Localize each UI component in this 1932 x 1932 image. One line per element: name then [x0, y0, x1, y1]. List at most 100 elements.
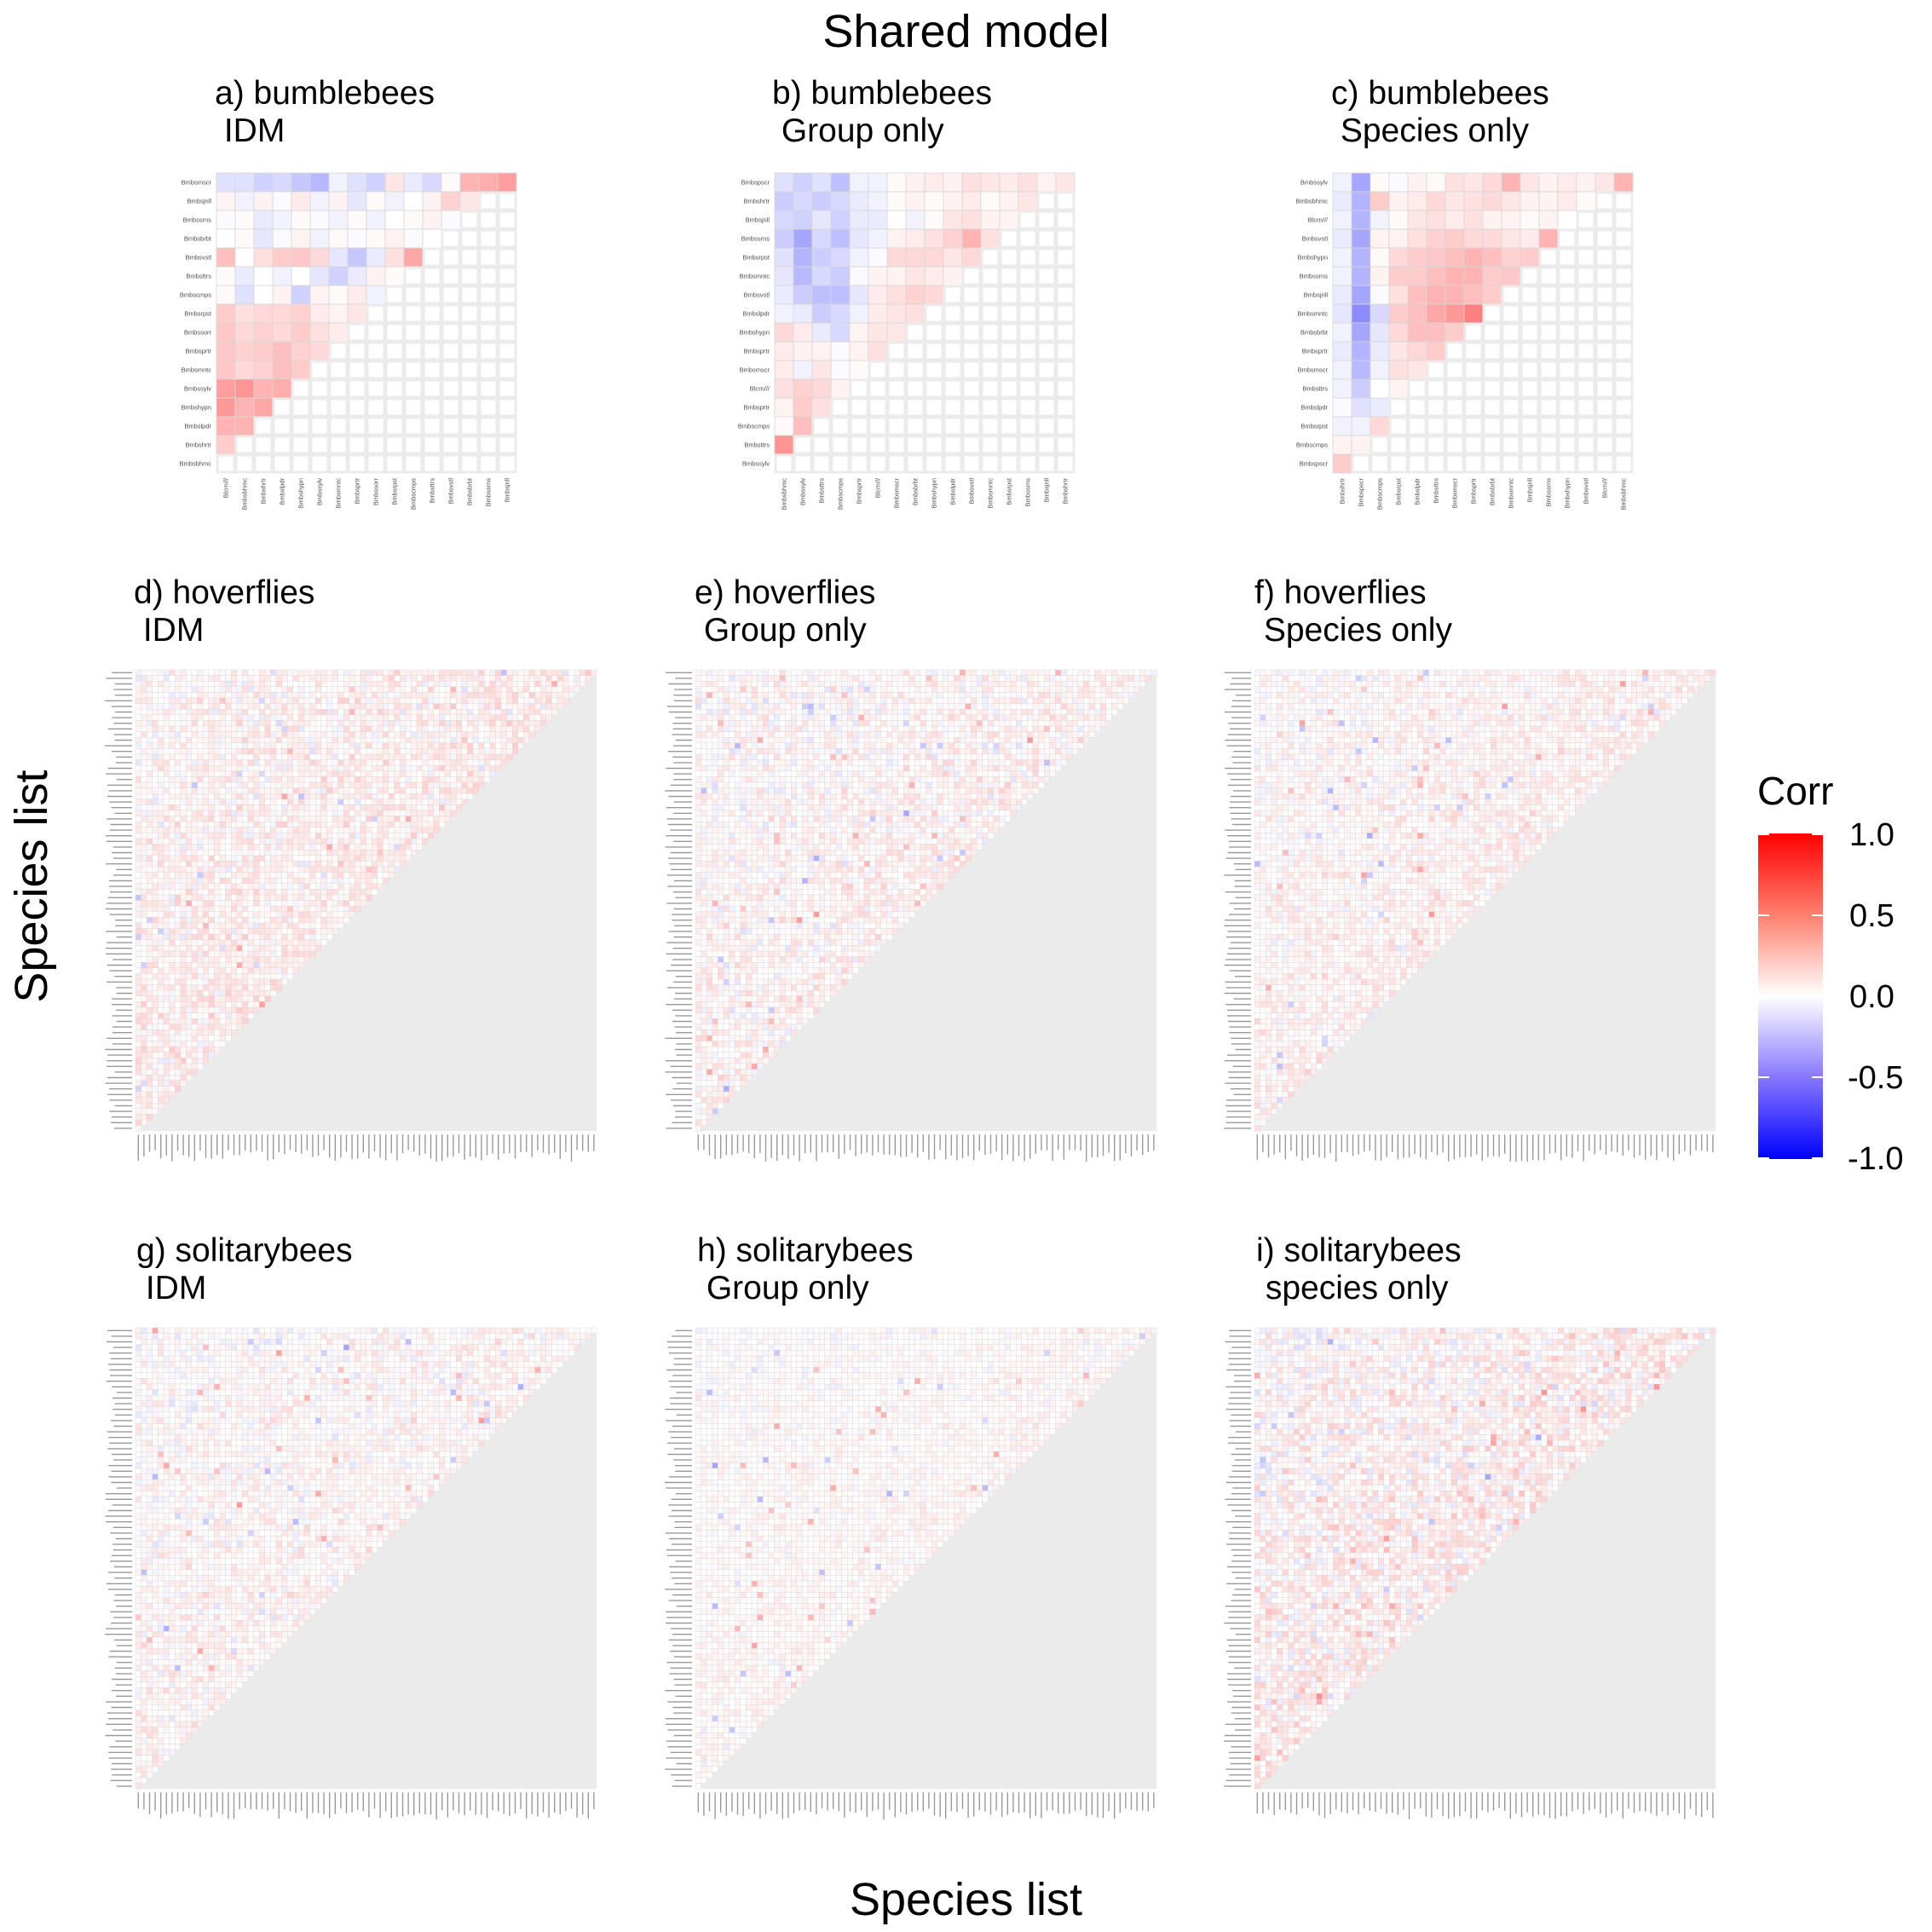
heatmap-cell	[551, 692, 558, 699]
heatmap-cell	[298, 816, 305, 822]
heatmap-cell	[225, 776, 232, 783]
heatmap-cell	[214, 731, 221, 738]
heatmap-cell	[281, 787, 288, 794]
heatmap-cell	[135, 822, 141, 828]
heatmap-cell	[326, 776, 333, 783]
heatmap-cell	[180, 1006, 187, 1013]
heatmap-cell	[175, 805, 181, 811]
heatmap-cell	[905, 210, 926, 230]
heatmap-cell	[180, 748, 187, 755]
heatmap-cell	[757, 692, 764, 699]
heatmap-cell	[152, 978, 159, 985]
heatmap-cell	[259, 816, 265, 822]
heatmap-cell	[540, 703, 546, 710]
heatmap-cell	[208, 714, 215, 721]
na-cell	[441, 397, 461, 418]
heatmap-cell	[197, 861, 204, 868]
heatmap-cell	[264, 833, 271, 839]
heatmap-cell	[208, 911, 215, 918]
heatmap-cell	[1004, 681, 1011, 687]
heatmap-cell	[175, 697, 181, 704]
heatmap-cell	[400, 697, 406, 704]
heatmap-cell	[186, 1029, 193, 1036]
heatmap-cell	[416, 822, 423, 828]
heatmap-cell	[180, 731, 187, 738]
na-cell	[980, 341, 1001, 361]
heatmap-cell	[247, 900, 254, 907]
heatmap-cell	[372, 805, 378, 811]
heatmap-cell	[197, 850, 204, 856]
heatmap-cell	[203, 827, 209, 833]
heatmap-cell	[931, 675, 937, 682]
heatmap-cell	[976, 675, 983, 682]
heatmap-cell	[819, 697, 825, 704]
heatmap-cell	[292, 810, 299, 816]
heatmap-cell	[411, 810, 418, 816]
heatmap-cell	[141, 748, 147, 755]
heatmap-cell	[208, 776, 215, 783]
heatmap-cell	[259, 753, 265, 760]
heatmap-cell	[169, 1024, 176, 1030]
heatmap-cell	[231, 950, 237, 957]
heatmap-cell	[191, 759, 198, 766]
na-cell	[924, 303, 944, 324]
heatmap-cell	[253, 360, 274, 380]
heatmap-cell	[152, 934, 159, 940]
heatmap-cell	[439, 781, 446, 788]
heatmap-cell	[158, 1075, 164, 1081]
heatmap-cell	[366, 266, 386, 286]
heatmap-cell	[147, 1058, 153, 1064]
heatmap-cell	[394, 776, 401, 783]
heatmap-cell	[259, 692, 265, 699]
heatmap-cell	[813, 703, 820, 710]
heatmap-cell	[534, 720, 541, 727]
heatmap-cell	[264, 889, 271, 896]
na-cell	[1501, 303, 1521, 324]
heatmap-cell	[259, 720, 265, 727]
na-cell	[1018, 435, 1038, 455]
heatmap-cell	[349, 872, 355, 879]
heatmap-cell	[203, 1035, 209, 1041]
heatmap-cell	[292, 720, 299, 727]
heatmap-cell	[275, 697, 282, 704]
heatmap-cell	[287, 742, 293, 749]
heatmap-cell	[320, 855, 327, 862]
heatmap-cell	[847, 669, 853, 676]
heatmap-cell	[411, 686, 418, 693]
na-cell	[309, 453, 330, 474]
heatmap-cell	[225, 844, 232, 851]
heatmap-cell	[400, 703, 406, 710]
heatmap-cell	[253, 805, 260, 811]
heatmap-cell	[163, 709, 170, 715]
heatmap-cell	[292, 967, 299, 974]
heatmap-cell	[332, 822, 338, 828]
heatmap-cell	[197, 787, 204, 794]
heatmap-cell	[214, 878, 221, 884]
heatmap-cell	[360, 872, 366, 879]
heatmap-cell	[141, 900, 147, 907]
heatmap-cell	[500, 748, 507, 755]
heatmap-cell	[231, 709, 237, 715]
heatmap-cell	[411, 833, 418, 839]
heatmap-cell	[158, 973, 164, 980]
heatmap-cell	[926, 669, 932, 676]
heatmap-cell	[891, 669, 898, 676]
heatmap-cell	[135, 1024, 141, 1030]
heatmap-cell	[388, 742, 395, 749]
heatmap-cell	[175, 1041, 181, 1047]
heatmap-cell	[332, 787, 338, 794]
heatmap-cell	[203, 1029, 209, 1036]
heatmap-cell	[225, 720, 232, 727]
heatmap-cell	[1139, 681, 1146, 687]
heatmap-cell	[191, 709, 198, 715]
na-cell	[216, 453, 236, 474]
heatmap-cell	[259, 748, 265, 755]
heatmap-cell	[1116, 692, 1123, 699]
heatmap-cell	[253, 894, 260, 901]
na-cell	[1613, 191, 1634, 211]
na-cell	[403, 341, 424, 361]
heatmap-cell	[303, 697, 310, 704]
heatmap-cell	[328, 285, 349, 305]
heatmap-cell	[343, 906, 349, 912]
heatmap-cell	[214, 995, 221, 1002]
